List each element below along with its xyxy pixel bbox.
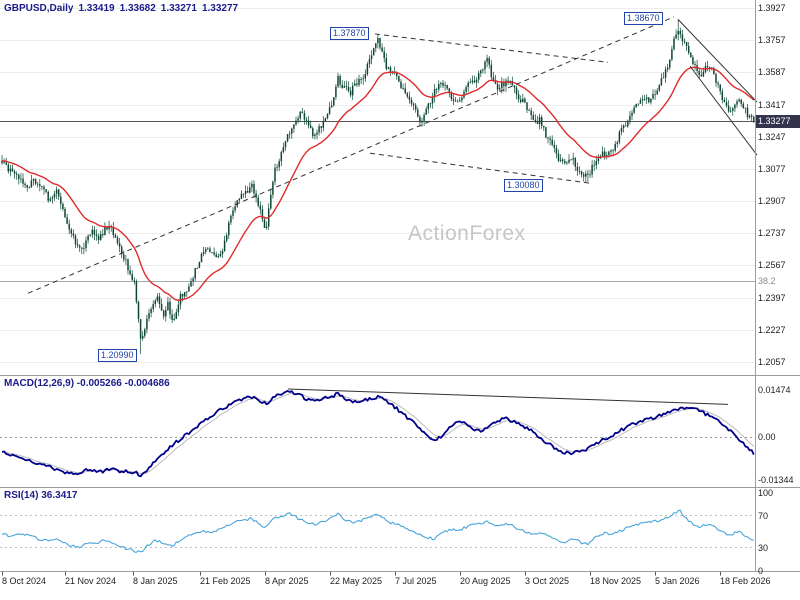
current-price-tag: 1.33277 <box>756 114 800 128</box>
fib-level-label: 38.2 <box>758 276 776 287</box>
